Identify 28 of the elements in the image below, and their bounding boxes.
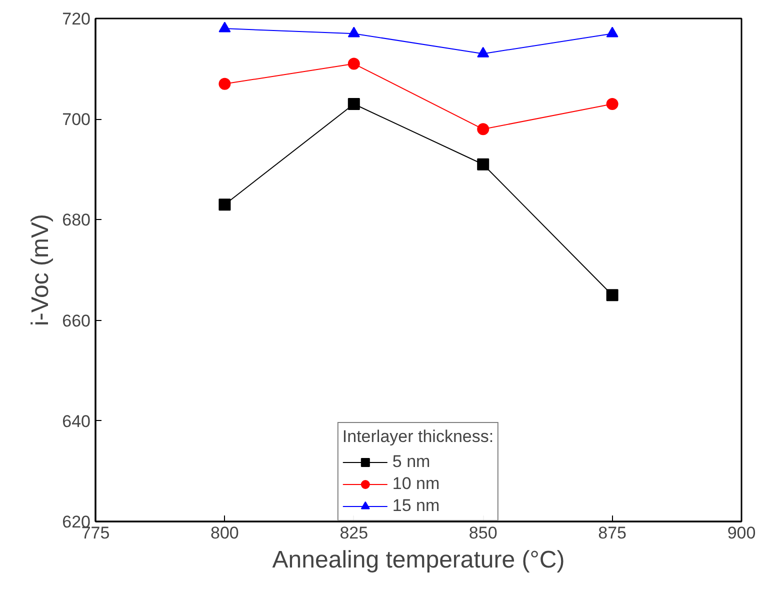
y-tick-label: 660 <box>62 311 91 330</box>
x-tick-label: 875 <box>598 524 626 542</box>
point <box>218 22 231 32</box>
point <box>477 123 490 136</box>
y-tick-label: 640 <box>62 412 91 431</box>
point <box>606 26 618 38</box>
x-axis-title: Annealing temperature (°C) <box>272 546 565 574</box>
point <box>348 26 360 38</box>
x-tick-label: 900 <box>727 524 756 542</box>
x-tick-label: 800 <box>210 524 239 542</box>
point <box>477 158 490 170</box>
y-tick-label: 680 <box>62 210 91 230</box>
point <box>218 198 231 211</box>
point <box>477 46 490 58</box>
point <box>218 78 231 90</box>
legend-label: 15 nm <box>392 496 440 516</box>
x-tick-label: 825 <box>340 524 368 542</box>
x-tick-label: 850 <box>468 524 498 542</box>
point <box>606 289 618 302</box>
point <box>348 98 360 110</box>
y-tick-label: 700 <box>62 110 91 130</box>
point <box>348 58 360 70</box>
y-axis-title: i-Voc (mV) <box>27 214 54 326</box>
point <box>606 98 618 110</box>
legend-title: Interlayer thickness: <box>342 427 494 447</box>
legend-label: 5 nm <box>392 452 430 472</box>
legend-label: 10 nm <box>392 474 440 494</box>
y-tick-label: 720 <box>62 10 91 28</box>
